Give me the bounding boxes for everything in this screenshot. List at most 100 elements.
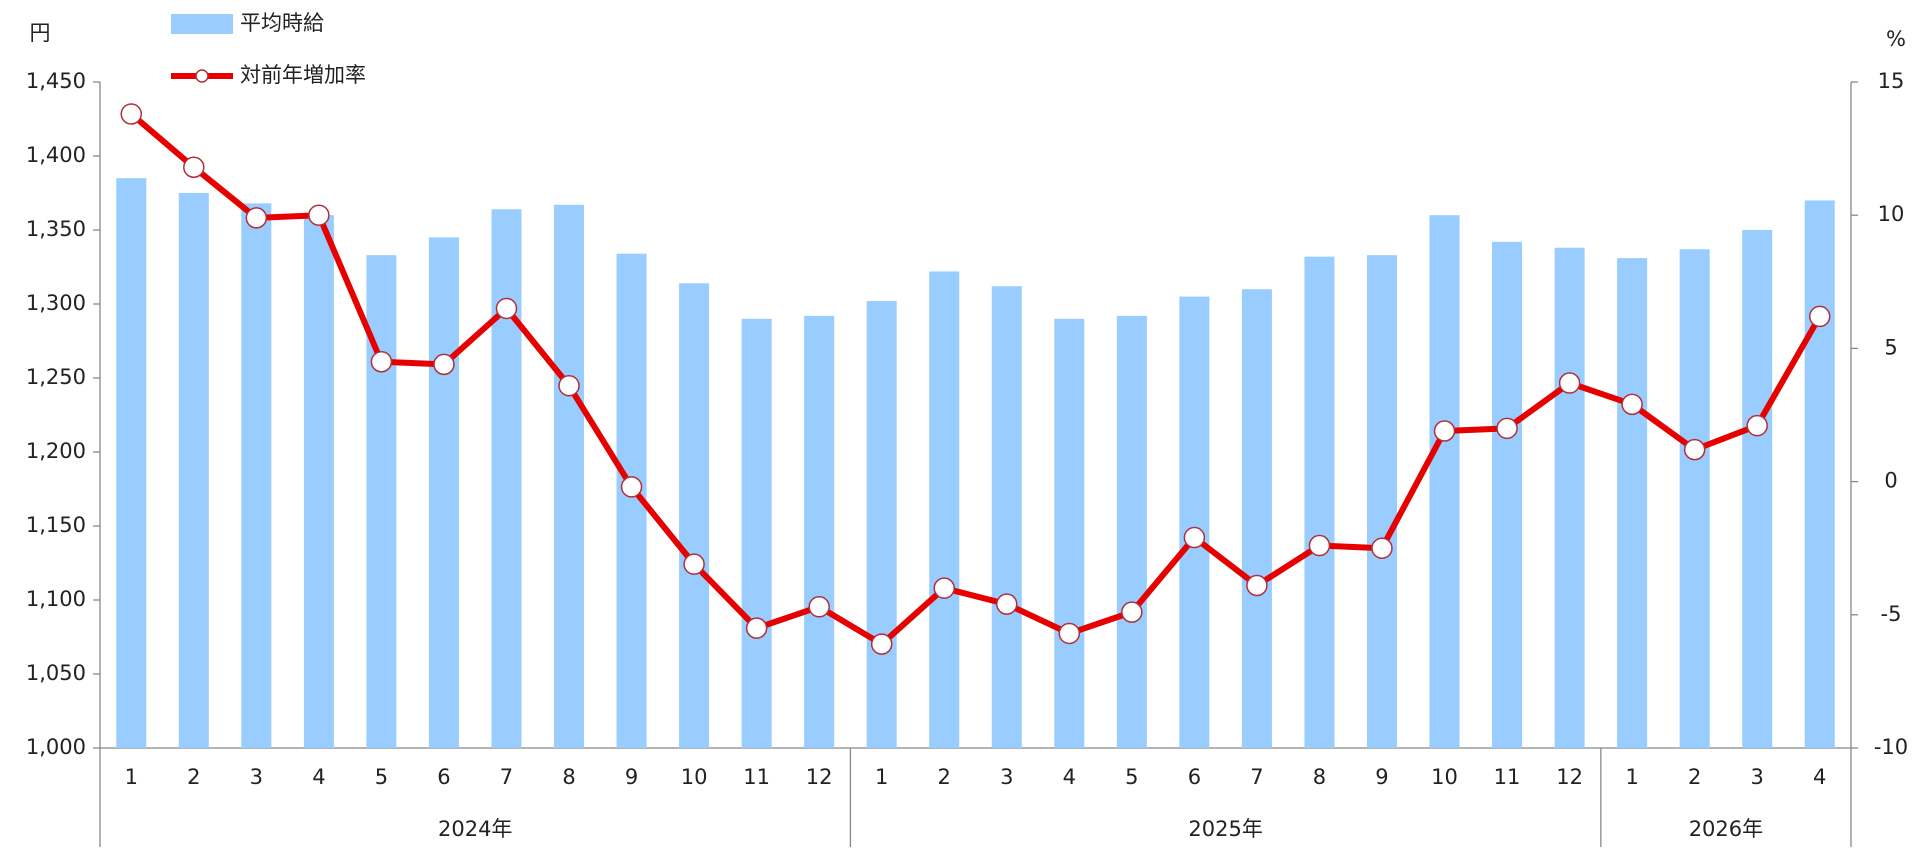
x-tick-label: 4 — [1813, 765, 1826, 789]
x-tick-label: 2 — [187, 765, 200, 789]
x-tick-label: 2 — [1688, 765, 1701, 789]
bar — [991, 286, 1022, 748]
y2-tick-label: -10 — [1874, 735, 1908, 759]
legend-label: 平均時給 — [240, 11, 324, 35]
x-tick-label: 1 — [125, 765, 138, 789]
y-tick-label: 1,200 — [26, 439, 86, 463]
y2-tick-label: 10 — [1878, 202, 1905, 226]
x-tick-label: 6 — [1188, 765, 1201, 789]
marker — [870, 633, 893, 655]
bar — [1429, 215, 1460, 748]
x-tick-label: 12 — [1556, 765, 1583, 789]
legend-label: 対前年増加率 — [240, 63, 366, 87]
x-tick-label: 11 — [1494, 765, 1521, 789]
x-tick-label: 1 — [1625, 765, 1638, 789]
x-tick-label: 5 — [1125, 765, 1138, 789]
x-tick-label: 2 — [938, 765, 951, 789]
x-tick-label: 7 — [1250, 765, 1263, 789]
y-tick-label: 1,100 — [26, 587, 86, 611]
x-tick-label: 10 — [681, 765, 708, 789]
y-tick-label: 1,250 — [26, 365, 86, 389]
bar — [679, 283, 710, 748]
bar — [366, 255, 397, 748]
x-tick-label: 11 — [743, 765, 770, 789]
x-tick-label: 8 — [1313, 765, 1326, 789]
y-tick-label: 1,000 — [26, 735, 86, 759]
y2-tick-label: 5 — [1884, 335, 1897, 359]
bar — [1804, 200, 1835, 748]
x-tick-label: 5 — [375, 765, 388, 789]
bar — [929, 271, 960, 748]
bar — [116, 178, 147, 748]
y-tick-label: 1,400 — [26, 143, 86, 167]
y-tick-label: 1,050 — [26, 661, 86, 685]
y-axis-label: 円 — [30, 21, 51, 45]
bar — [1617, 258, 1648, 748]
marker — [433, 353, 455, 376]
group-label: 2025年 — [1188, 817, 1262, 841]
bar — [1241, 289, 1272, 748]
marker — [808, 596, 830, 618]
bar — [1366, 255, 1397, 748]
legend-marker — [195, 69, 209, 83]
marker — [1808, 305, 1831, 328]
bar — [1304, 256, 1335, 748]
marker — [1246, 574, 1268, 597]
x-tick-label: 12 — [806, 765, 833, 789]
line — [129, 111, 1823, 648]
group-label: 2026年 — [1689, 817, 1763, 841]
marker — [120, 103, 143, 125]
bar — [1116, 315, 1147, 748]
bar — [1679, 249, 1710, 749]
bar — [1492, 241, 1523, 748]
marker — [683, 553, 705, 575]
y-tick-label: 1,300 — [26, 291, 86, 315]
y2-tick-label: 15 — [1878, 69, 1905, 93]
bar — [1179, 296, 1210, 748]
marker — [745, 617, 768, 639]
marker — [1746, 414, 1768, 437]
marker — [495, 297, 518, 320]
marker — [620, 476, 643, 498]
marker — [1496, 417, 1518, 440]
y-tick-label: 1,450 — [26, 69, 86, 93]
bar — [178, 193, 209, 748]
y-tick-label: 1,150 — [26, 513, 86, 537]
marker — [1371, 537, 1393, 559]
bar — [1742, 230, 1773, 748]
x-tick-label: 9 — [625, 765, 638, 789]
bar — [741, 318, 772, 748]
x-tick-label: 4 — [312, 765, 325, 789]
bar — [1554, 247, 1585, 748]
marker — [370, 350, 393, 373]
bar — [1054, 318, 1085, 748]
legend-swatch — [171, 14, 233, 34]
bar — [303, 215, 334, 748]
marker — [245, 207, 268, 229]
marker — [1558, 372, 1581, 394]
y2-tick-label: 0 — [1884, 469, 1897, 493]
y2-tick-label: -5 — [1881, 602, 1902, 626]
y2-axis-label: % — [1886, 27, 1906, 51]
marker — [1058, 622, 1081, 645]
x-tick-label: 4 — [1063, 765, 1076, 789]
marker — [1308, 534, 1331, 557]
x-tick-label: 10 — [1431, 765, 1458, 789]
marker — [1121, 601, 1143, 623]
marker — [558, 374, 580, 397]
marker — [183, 156, 205, 178]
bar — [491, 209, 522, 748]
bar — [804, 315, 835, 748]
x-tick-label: 3 — [250, 765, 263, 789]
marker — [1683, 438, 1706, 461]
bar — [428, 237, 459, 748]
marker — [1183, 526, 1206, 549]
marker — [1433, 420, 1456, 442]
x-tick-label: 1 — [875, 765, 888, 789]
x-tick-label: 6 — [437, 765, 450, 789]
x-tick-label: 9 — [1375, 765, 1388, 789]
x-tick-label: 3 — [1751, 765, 1764, 789]
marker — [996, 593, 1018, 615]
marker — [1621, 393, 1643, 416]
